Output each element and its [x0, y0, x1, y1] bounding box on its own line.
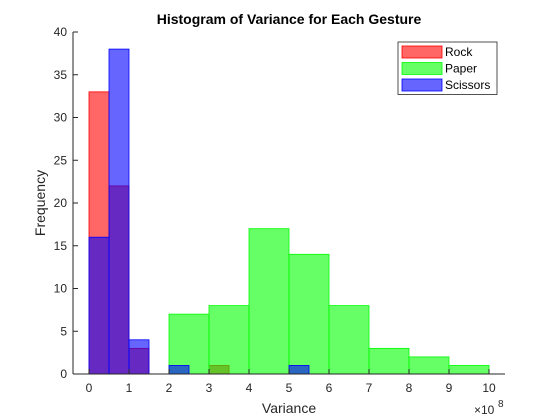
legend-swatch-paper	[401, 62, 443, 75]
bars-layer	[88, 48, 490, 375]
x-exponent: ×10 8	[474, 399, 504, 417]
scissors-bar-1	[108, 48, 130, 375]
legend-label-rock: Rock	[445, 45, 473, 59]
x-tick-label-5: 5	[286, 381, 293, 395]
paper-bar-0	[168, 313, 210, 375]
y-tick-label-0: 0	[60, 367, 67, 381]
y-tick-label-6: 30	[54, 111, 68, 125]
axes-layer: 0 1 2 3 4 5 6 7 8 9 10 0 5 10 15 20 25 30 35 40	[54, 25, 505, 395]
x-tick-label-10: 10	[482, 381, 496, 395]
paper-bar-1	[208, 305, 250, 375]
paper-bar-5	[368, 347, 410, 375]
paper-bar-7	[448, 365, 490, 375]
x-tick-label-3: 3	[206, 381, 213, 395]
chart-title: Histogram of Variance for Each Gesture	[157, 11, 422, 27]
scissors-bar-3	[168, 365, 190, 375]
scissors-bar-0	[88, 236, 110, 375]
legend-label-scissors: Scissors	[445, 78, 490, 92]
legend-swatch-scissors	[401, 78, 443, 92]
y-tick-label-7: 35	[54, 68, 68, 82]
y-tick-label-4: 20	[54, 196, 68, 210]
x-tick-label-6: 6	[326, 381, 333, 395]
scissors-bar-2	[128, 339, 150, 375]
x-exponent-power: 8	[498, 399, 504, 410]
x-tick-label-4: 4	[246, 381, 253, 395]
x-tick-label-9: 9	[446, 381, 453, 395]
x-tick-label-7: 7	[366, 381, 373, 395]
y-axis-label: Frequency	[32, 170, 48, 236]
y-tick-label-8: 40	[54, 25, 68, 39]
legend-label-paper: Paper	[445, 62, 477, 76]
y-tick-label-5: 25	[54, 153, 68, 167]
x-tick-label-2: 2	[166, 381, 173, 395]
legend-swatch-rock	[401, 45, 443, 59]
x-tick-label-0: 0	[86, 381, 93, 395]
y-tick-label-2: 10	[54, 282, 68, 296]
x-tick-label-1: 1	[126, 381, 133, 395]
x-axis-label: Variance	[262, 400, 316, 416]
y-tick-label-3: 15	[54, 239, 68, 253]
paper-bar-6	[408, 356, 450, 375]
paper-bar-3	[288, 253, 330, 375]
legend: Rock Paper Scissors	[397, 41, 498, 95]
paper-bar-4	[328, 305, 370, 375]
paper-bar-2	[248, 228, 290, 375]
y-tick-label-1: 5	[60, 324, 67, 338]
x-tick-label-8: 8	[406, 381, 413, 395]
scissors-bar-4	[288, 365, 310, 375]
x-exponent-base: ×10	[474, 403, 495, 417]
